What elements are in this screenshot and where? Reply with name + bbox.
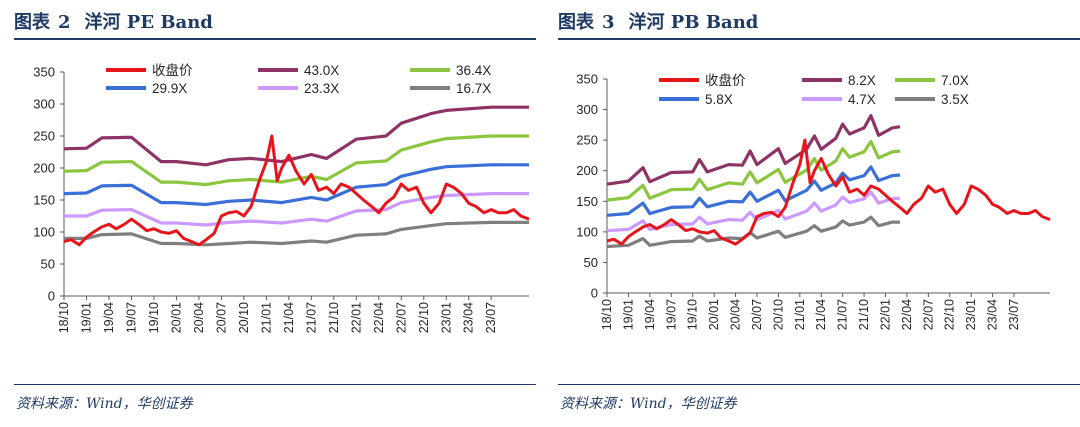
y-tick-label: 150 xyxy=(576,194,598,209)
pe-band-chart: 0 50 100 150 200 250 300 350 18/10 19/01 19/04 19/0… xyxy=(33,62,530,333)
x-tick-label: 21/04 xyxy=(814,299,828,330)
legend-label: 收盘价 xyxy=(705,72,746,88)
legend-label: 7.0X xyxy=(941,73,969,88)
x-tick-label: 22/01 xyxy=(878,299,892,330)
figure-number: 3 xyxy=(602,12,615,33)
figure-name: 洋河 PE Band xyxy=(84,12,213,33)
x-tick-label: 20/01 xyxy=(707,299,721,330)
x-tick-label: 23/07 xyxy=(1007,299,1021,330)
series-line xyxy=(606,138,1051,246)
x-tick-label: 18/10 xyxy=(600,299,614,330)
y-tick-label: 300 xyxy=(33,97,55,112)
x-tick-label: 19/07 xyxy=(124,302,138,333)
x-tick-label: 20/10 xyxy=(771,299,785,330)
series-line xyxy=(64,220,529,247)
series-line xyxy=(606,139,901,202)
x-tick-label: 20/10 xyxy=(237,302,251,333)
x-tick-label: 20/04 xyxy=(192,302,206,333)
pb-band-panel: 图表 3 洋河 PB Band 0 50 100 150 200 250 300 350 18/10… xyxy=(558,0,1080,427)
x-tick-label: 19/07 xyxy=(664,299,678,330)
x-tick-label: 22/10 xyxy=(417,302,431,333)
x-tick-label: 19/10 xyxy=(147,302,161,333)
x-tick-label: 22/04 xyxy=(372,302,386,333)
x-tick-label: 21/01 xyxy=(259,302,273,333)
series-line xyxy=(606,215,900,249)
x-tick-label: 20/01 xyxy=(169,302,183,333)
x-tick-label: 20/07 xyxy=(750,299,764,330)
source-rule xyxy=(558,384,1080,385)
figure-name: 洋河 PB Band xyxy=(628,12,759,33)
x-tick-label: 19/10 xyxy=(686,299,700,330)
pe-band-panel: 图表 2 洋河 PE Band 0 50 100 150 200 250 300 350 18/10… xyxy=(14,0,536,427)
legend-label: 36.4X xyxy=(456,63,491,78)
source-rule xyxy=(14,384,536,385)
legend-label: 3.5X xyxy=(941,92,969,107)
title-rule xyxy=(558,38,1080,40)
legend-label: 43.0X xyxy=(304,63,339,78)
series-line xyxy=(606,165,901,217)
y-tick-label: 50 xyxy=(584,255,598,270)
figure-title: 图表 2 洋河 PE Band xyxy=(14,9,213,37)
x-tick-label: 19/04 xyxy=(643,299,657,330)
x-tick-label: 22/10 xyxy=(943,299,957,330)
y-tick-label: 250 xyxy=(576,133,598,148)
series-line xyxy=(63,163,529,207)
y-tick-label: 100 xyxy=(576,224,598,239)
x-tick-label: 21/10 xyxy=(857,299,871,330)
y-tick-label: 0 xyxy=(48,289,55,304)
y-tick-label: 200 xyxy=(33,161,55,176)
y-tick-label: 0 xyxy=(591,286,598,301)
x-tick-label: 21/07 xyxy=(304,302,318,333)
source-note: 资料来源：Wind，华创证券 xyxy=(16,396,193,412)
series-line xyxy=(63,105,529,167)
x-tick-label: 21/04 xyxy=(282,302,296,333)
x-tick-label: 20/04 xyxy=(729,299,743,330)
figure-number: 2 xyxy=(58,12,71,33)
title-rule xyxy=(14,38,536,40)
legend-label: 4.7X xyxy=(848,92,876,107)
figure-label: 图表 xyxy=(14,12,50,33)
x-tick-label: 21/07 xyxy=(836,299,850,330)
x-tick-label: 22/07 xyxy=(921,299,935,330)
series-line xyxy=(606,114,901,186)
x-tick-label: 20/07 xyxy=(214,302,228,333)
x-tick-label: 21/10 xyxy=(327,302,341,333)
source-note: 资料来源：Wind，华创证券 xyxy=(560,396,737,412)
legend-label: 收盘价 xyxy=(152,62,193,78)
figure-title: 图表 3 洋河 PB Band xyxy=(558,9,758,37)
x-tick-label: 22/04 xyxy=(900,299,914,330)
y-tick-label: 150 xyxy=(33,193,55,208)
y-tick-label: 50 xyxy=(41,257,55,272)
x-tick-label: 22/01 xyxy=(349,302,363,333)
x-tick-label: 19/01 xyxy=(79,302,93,333)
x-tick-label: 23/04 xyxy=(462,302,476,333)
y-tick-label: 200 xyxy=(576,163,598,178)
y-tick-label: 250 xyxy=(33,129,55,144)
x-tick-label: 23/07 xyxy=(484,302,498,333)
x-tick-label: 18/10 xyxy=(57,302,71,333)
series-line xyxy=(64,192,529,227)
x-tick-label: 23/01 xyxy=(964,299,978,330)
x-tick-label: 19/04 xyxy=(102,302,116,333)
legend-label: 29.9X xyxy=(152,81,187,96)
x-tick-label: 23/01 xyxy=(439,302,453,333)
series-line xyxy=(606,190,901,233)
x-tick-label: 22/07 xyxy=(394,302,408,333)
legend-label: 8.2X xyxy=(848,73,876,88)
series-line xyxy=(63,134,530,247)
y-tick-label: 100 xyxy=(33,225,55,240)
legend-label: 23.3X xyxy=(304,81,339,96)
y-tick-label: 300 xyxy=(576,102,598,117)
y-tick-label: 350 xyxy=(33,65,55,80)
x-tick-label: 23/04 xyxy=(986,299,1000,330)
legend-label: 5.8X xyxy=(705,92,733,107)
legend-label: 16.7X xyxy=(456,81,491,96)
figure-label: 图表 xyxy=(558,12,594,33)
pb-band-chart: 0 50 100 150 200 250 300 350 18/10 19/01 19/04 19/0… xyxy=(576,72,1051,330)
x-tick-label: 21/01 xyxy=(793,299,807,330)
y-tick-label: 350 xyxy=(576,72,598,87)
x-tick-label: 19/01 xyxy=(621,299,635,330)
series-line xyxy=(63,134,529,187)
